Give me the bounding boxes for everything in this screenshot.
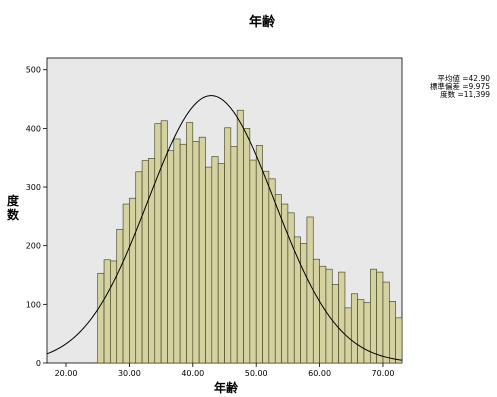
histogram-bar xyxy=(141,160,149,364)
histogram-bar xyxy=(148,157,156,364)
x-tick-label: 30.00 xyxy=(118,369,141,378)
histogram-bar xyxy=(382,281,390,364)
x-axis: 20.00 30.00 40.00 50.00 60.00 70.00 xyxy=(55,363,395,378)
histogram-bar xyxy=(350,293,358,364)
histogram-bar xyxy=(236,109,244,364)
x-tick-label: 60.00 xyxy=(308,369,331,378)
histogram-bar xyxy=(357,299,365,364)
histogram-bar xyxy=(186,122,194,364)
histogram-bar xyxy=(395,317,403,364)
stat-n: 度数 =11,399 xyxy=(440,89,490,99)
histogram-bar xyxy=(376,271,384,364)
histogram-bar xyxy=(103,259,111,364)
histogram-bar xyxy=(122,203,130,364)
histogram-bar xyxy=(160,120,168,364)
y-axis-title-line2: 数 xyxy=(7,207,20,222)
stat-sd: 標準偏差 =9.975 xyxy=(430,81,490,91)
histogram-bar xyxy=(97,272,105,364)
histogram-bar xyxy=(179,143,187,364)
histogram-bar xyxy=(198,136,206,364)
y-tick-label: 200 xyxy=(26,242,41,251)
histogram-bar xyxy=(230,146,238,364)
x-tick-label: 40.00 xyxy=(181,369,204,378)
x-tick-label: 70.00 xyxy=(372,369,395,378)
histogram-bar xyxy=(255,145,263,364)
histogram-bar xyxy=(192,140,200,364)
histogram-bar xyxy=(338,271,346,364)
bars-group xyxy=(97,109,403,364)
histogram-bar xyxy=(249,159,257,364)
histogram-bar xyxy=(389,301,396,364)
histogram-bar xyxy=(211,156,219,364)
histogram-bar xyxy=(370,268,377,364)
y-tick-label: 100 xyxy=(26,300,41,309)
y-axis: 0 100 200 300 400 500 xyxy=(26,66,47,368)
histogram-bar xyxy=(205,166,213,364)
histogram-bar xyxy=(243,128,251,364)
y-tick-label: 0 xyxy=(36,359,41,368)
x-tick-label: 50.00 xyxy=(245,369,268,378)
histogram-bar xyxy=(217,163,225,364)
stat-mean: 平均値 =42.90 xyxy=(437,73,490,83)
x-axis-title: 年齢 xyxy=(214,380,239,395)
histogram-bar xyxy=(287,212,295,364)
histogram-bar xyxy=(319,265,327,364)
y-tick-label: 500 xyxy=(26,66,41,75)
histogram-bar xyxy=(116,228,124,364)
histogram-bar xyxy=(363,302,371,364)
histogram-bar xyxy=(129,197,137,364)
histogram-bar xyxy=(300,243,308,364)
histogram-bar xyxy=(293,236,301,364)
y-tick-label: 300 xyxy=(26,183,41,192)
y-tick-label: 400 xyxy=(26,124,41,133)
histogram-bar xyxy=(274,194,282,364)
histogram-bar xyxy=(306,216,314,364)
histogram-bar xyxy=(173,138,181,364)
y-axis-title-line1: 度 xyxy=(7,193,20,208)
histogram-bar xyxy=(262,170,270,364)
stats-box: 平均値 =42.90 標準偏差 =9.975 度数 =11,399 xyxy=(430,73,490,99)
histogram-bar xyxy=(312,258,320,364)
histogram-bar xyxy=(224,127,232,364)
histogram-bar xyxy=(268,178,276,364)
histogram-bar xyxy=(154,123,162,364)
x-tick-label: 20.00 xyxy=(55,369,78,378)
histogram-bar xyxy=(135,171,143,364)
normal-curve xyxy=(46,95,403,361)
chart-title: 年齢 xyxy=(249,14,276,30)
histogram-bar xyxy=(167,150,175,364)
